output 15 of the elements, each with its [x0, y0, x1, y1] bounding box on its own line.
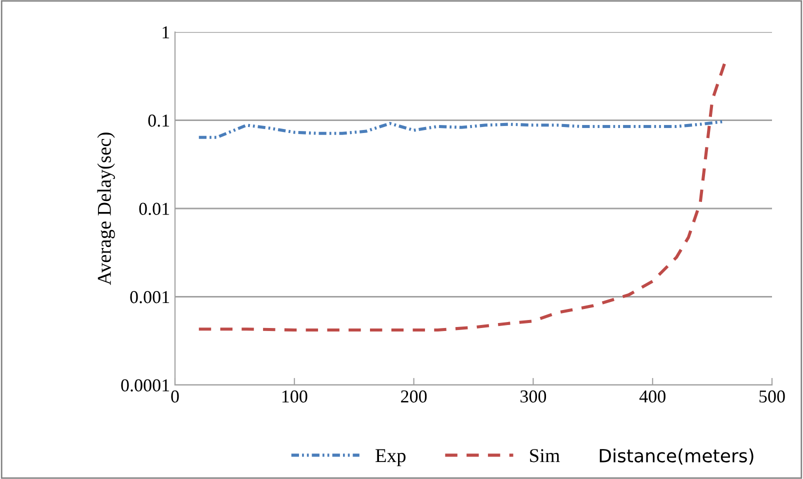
- x-tick-label: 400: [639, 390, 666, 403]
- y-axis-title: Average Delay(sec): [97, 132, 115, 286]
- legend-label: Sim: [530, 449, 560, 462]
- x-tick-label: 500: [760, 390, 785, 403]
- x-axis-title: Distance(meters): [600, 448, 754, 465]
- legend-label: Exp: [376, 449, 406, 466]
- x-tick-label: 100: [282, 390, 308, 403]
- x-tick-label: 300: [520, 390, 546, 403]
- y-tick-label: 1: [162, 26, 170, 38]
- x-tick-label: 0: [171, 390, 179, 403]
- x-tick-label: 200: [401, 390, 427, 403]
- y-tick-label: 0.001: [130, 291, 170, 304]
- y-tick-label: 0.01: [139, 202, 170, 216]
- y-tick-label: 0.0001: [121, 379, 170, 392]
- y-tick-label: 0.1: [148, 114, 170, 127]
